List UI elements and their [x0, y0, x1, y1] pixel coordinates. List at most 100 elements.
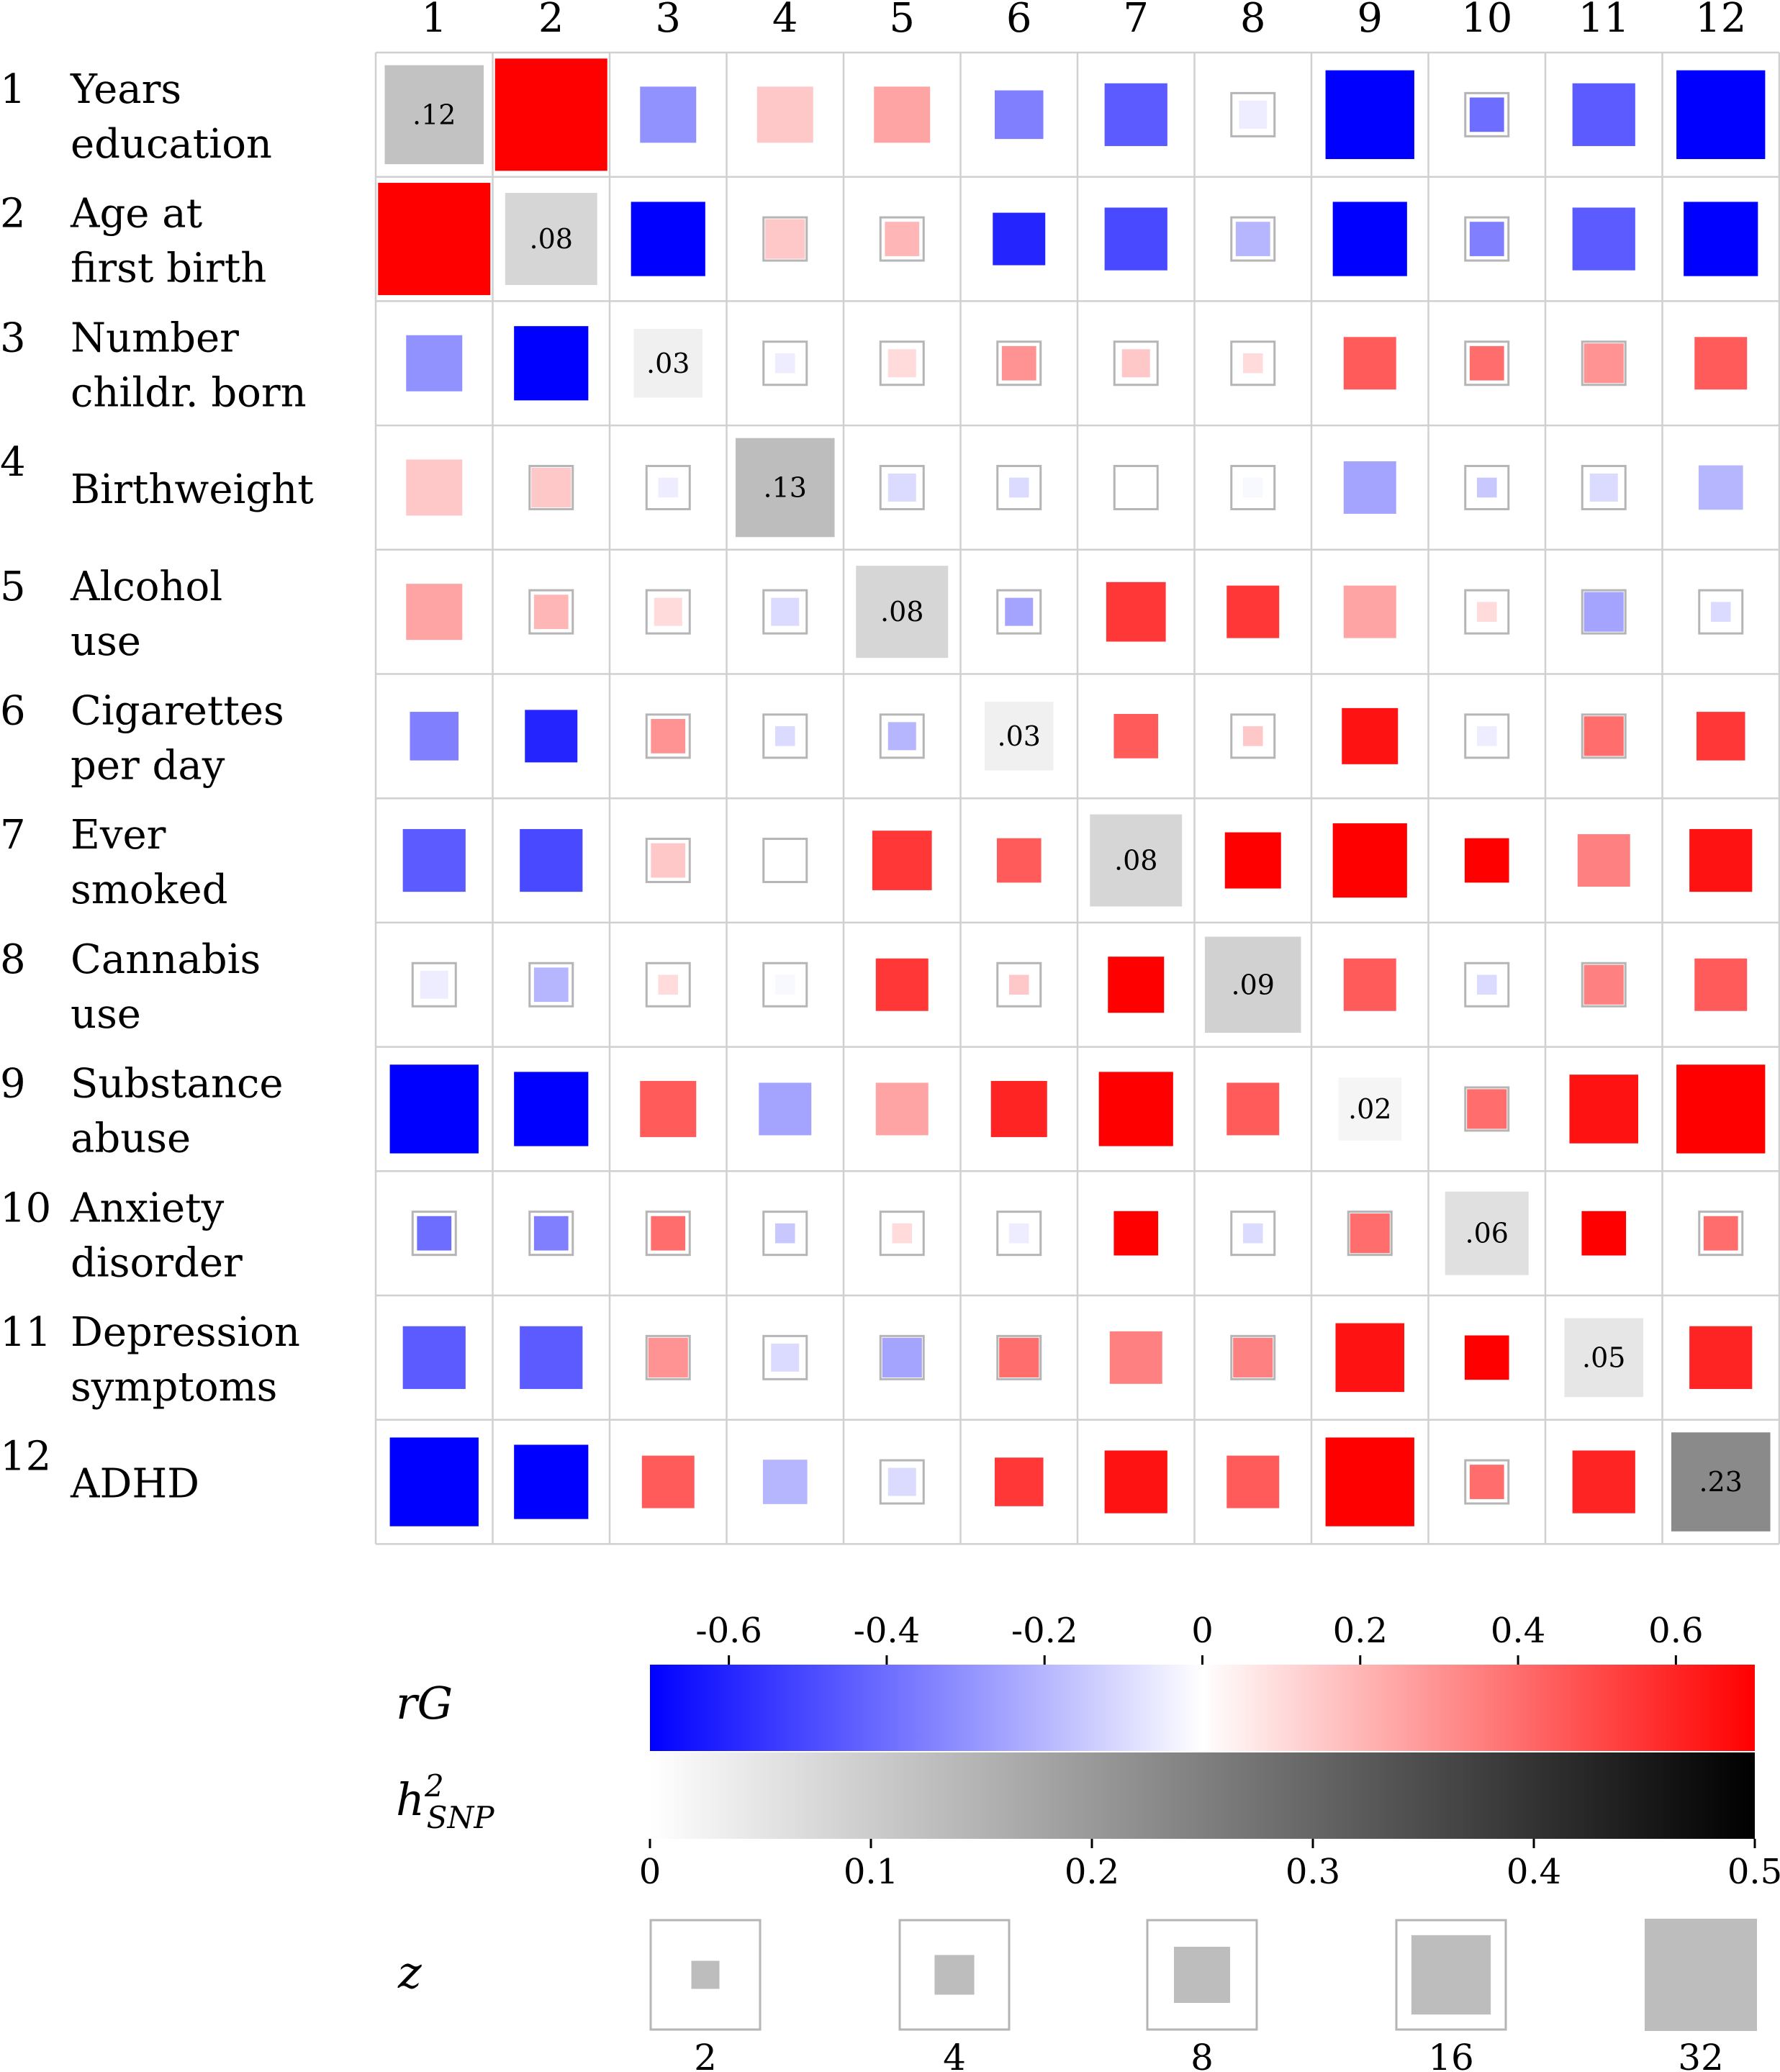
rg-colorbar-legend: rG -0.6 -0.4 -0.2 0 0.2 0.4 0.6	[396, 1611, 1755, 1751]
correlation-square	[1243, 478, 1263, 498]
row-name-line2: use	[71, 991, 141, 1038]
correlation-square	[1009, 478, 1029, 498]
correlation-square	[1676, 1064, 1765, 1153]
correlation-square	[1243, 1223, 1263, 1244]
correlation-square	[1350, 1213, 1390, 1253]
row-name-line2: childr. born	[71, 369, 307, 416]
correlation-square	[1326, 1437, 1414, 1526]
row-name-line2: per day	[71, 743, 225, 790]
correlation-square	[1009, 1223, 1029, 1244]
rg-legend-label: rG	[396, 1677, 453, 1729]
correlation-square	[1005, 598, 1033, 626]
rg-colorbar	[650, 1665, 1755, 1751]
correlation-square	[882, 1338, 922, 1377]
correlation-square	[514, 1444, 588, 1519]
correlation-square	[757, 86, 813, 142]
row-name-line1: ADHD	[70, 1461, 199, 1508]
row-name-line1: Cigarettes	[71, 688, 284, 735]
correlation-square	[1236, 222, 1270, 256]
correlation-square	[876, 959, 929, 1011]
diagonal-heritability-label: .06	[1465, 1218, 1509, 1249]
correlation-square	[514, 326, 588, 400]
correlation-square	[525, 710, 577, 762]
correlation-square	[495, 58, 607, 171]
correlation-square	[1333, 823, 1407, 897]
row-labels: 1 Yearseducation2 Age atfirst birth3 Number…	[0, 66, 314, 1508]
correlation-square	[640, 1081, 696, 1137]
correlation-square	[1226, 1456, 1279, 1508]
correlation-square	[876, 1082, 929, 1135]
row-name-line1: Alcohol	[70, 564, 222, 610]
row-index: 8	[0, 936, 26, 983]
correlation-square	[1477, 478, 1497, 498]
correlation-square	[403, 1326, 466, 1389]
diagonal-heritability-label: .13	[764, 471, 807, 503]
correlation-square	[410, 712, 458, 761]
correlation-square	[1470, 346, 1504, 381]
row-name-line2: education	[71, 121, 272, 168]
correlation-square	[406, 335, 462, 392]
rg-tick-label: -0.4	[854, 1611, 921, 1651]
correlation-square	[651, 1216, 685, 1251]
z-legend-value-label: 4	[943, 2037, 966, 2072]
correlation-square	[1694, 959, 1747, 1011]
correlation-square	[1009, 974, 1029, 995]
row-index: 3	[0, 315, 26, 361]
row-name-line1: Birthweight	[71, 466, 314, 513]
correlation-square	[1122, 349, 1150, 377]
row-index: 6	[0, 688, 26, 735]
correlation-square	[1225, 833, 1281, 889]
row-name-line1: Anxiety	[70, 1185, 225, 1231]
z-legend-square	[1411, 1935, 1491, 2014]
correlation-square	[872, 831, 932, 890]
correlation-square	[771, 1344, 799, 1372]
correlation-square	[654, 598, 682, 626]
h2snp-label-sub: SNP	[427, 1800, 495, 1835]
correlation-square	[1344, 461, 1396, 514]
column-label: 6	[1006, 0, 1032, 42]
h2snp-colorbar-legend: h2 SNP 0 0.1 0.2 0.3 0.4 0.5	[396, 1752, 1780, 1892]
h2snp-tick-label: 0.3	[1286, 1852, 1340, 1892]
correlation-square	[1465, 1336, 1509, 1380]
correlation-square	[378, 183, 490, 295]
correlation-square	[1239, 101, 1267, 129]
correlation-square	[1581, 1211, 1626, 1256]
correlation-square	[1569, 1075, 1638, 1144]
row-index: 4	[0, 439, 26, 486]
correlation-square	[1684, 202, 1758, 276]
h2snp-tick-label: 0.5	[1727, 1852, 1780, 1892]
diagonal-heritability-label: .08	[530, 223, 573, 255]
correlation-square	[1689, 1326, 1752, 1389]
correlation-square	[1108, 956, 1164, 1013]
row-index: 1	[0, 66, 26, 113]
row-name-line1: Depression	[71, 1309, 300, 1356]
correlation-square	[765, 219, 805, 258]
z-size-boxes: 2 4 8 16 32	[651, 1919, 1757, 2072]
row-name-line1: Substance	[71, 1061, 283, 1108]
h2snp-tick-label: 0.4	[1506, 1852, 1561, 1892]
row-index: 11	[0, 1309, 51, 1356]
correlation-square	[775, 974, 795, 995]
correlation-square	[763, 1460, 808, 1504]
correlation-square	[1105, 207, 1167, 270]
correlation-square	[1578, 834, 1630, 887]
correlation-square	[892, 1223, 912, 1244]
correlation-square	[1226, 1082, 1279, 1135]
z-legend-value-label: 32	[1678, 2037, 1724, 2072]
row-name-line2: disorder	[71, 1239, 243, 1286]
diagonal-heritability-label: .03	[998, 720, 1041, 752]
correlation-square	[403, 829, 466, 892]
rg-tick-label: 0.2	[1333, 1611, 1388, 1651]
correlation-square	[520, 829, 582, 892]
row-name-line1: Ever	[71, 812, 166, 859]
correlation-square	[651, 719, 685, 754]
row-name-line2: use	[71, 618, 141, 665]
correlation-square	[1105, 83, 1167, 146]
row-name-line1: Years	[70, 66, 181, 113]
row-name-line1: Age at	[70, 191, 203, 237]
row-name-line2: first birth	[71, 245, 266, 292]
rg-tick-label: -0.6	[695, 1611, 762, 1651]
correlation-square	[658, 974, 678, 995]
correlation-square	[1243, 353, 1263, 374]
